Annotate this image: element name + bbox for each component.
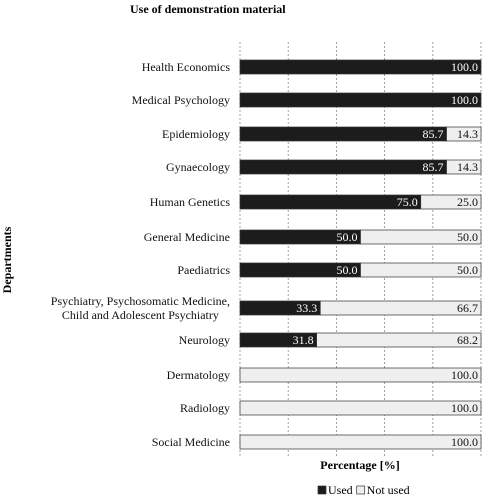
bar-segment bbox=[239, 92, 482, 108]
y-tick-label: Psychiatry, Psychosomatic Medicine, Chil… bbox=[50, 294, 230, 322]
data-label: 100.0 bbox=[451, 401, 478, 415]
data-label: 85.7 bbox=[423, 127, 444, 141]
legend-swatch bbox=[317, 485, 327, 495]
y-tick-label: General Medicine bbox=[143, 230, 230, 244]
bar-segment bbox=[239, 434, 482, 450]
y-tick-label: Radiology bbox=[180, 401, 230, 415]
y-tick-label: Neurology bbox=[178, 333, 230, 347]
data-label: 75.0 bbox=[397, 195, 418, 209]
y-tick-label: Health Economics bbox=[141, 60, 230, 74]
data-label: 100.0 bbox=[451, 435, 478, 449]
data-label: 68.2 bbox=[457, 333, 478, 347]
x-axis-label: Percentage [%] bbox=[320, 458, 399, 472]
legend-label: Used bbox=[328, 483, 353, 497]
chart-title: Use of demonstration material bbox=[130, 2, 286, 16]
bar-segment bbox=[239, 159, 447, 175]
bar-segment bbox=[319, 300, 482, 316]
bar-segment bbox=[446, 159, 482, 175]
bar-segment bbox=[239, 59, 482, 75]
y-tick-label: Dermatology bbox=[166, 368, 230, 382]
data-label: 14.3 bbox=[457, 127, 478, 141]
bar-segment bbox=[316, 332, 482, 348]
data-label: 50.0 bbox=[337, 263, 358, 277]
y-tick-label: Social Medicine bbox=[151, 435, 230, 449]
bar-segment bbox=[239, 126, 447, 142]
bar-segment bbox=[239, 194, 422, 210]
y-tick-label: Medical Psychology bbox=[131, 93, 230, 107]
y-tick-label: Human Genetics bbox=[149, 195, 230, 209]
bar-segment bbox=[360, 262, 482, 278]
bar-segment bbox=[420, 194, 482, 210]
bar-segment bbox=[239, 367, 482, 383]
y-tick-label: Epidemiology bbox=[162, 127, 230, 141]
y-tick-label: Gynaecology bbox=[166, 160, 230, 174]
data-label: 50.0 bbox=[337, 230, 358, 244]
data-label: 50.0 bbox=[457, 263, 478, 277]
data-label: 100.0 bbox=[451, 93, 478, 107]
legend-label: Not used bbox=[367, 483, 410, 497]
data-label: 85.7 bbox=[423, 160, 444, 174]
legend-swatch bbox=[356, 485, 366, 495]
data-label: 66.7 bbox=[457, 301, 478, 315]
data-label: 14.3 bbox=[457, 160, 478, 174]
data-label: 25.0 bbox=[457, 195, 478, 209]
data-label: 100.0 bbox=[451, 60, 478, 74]
data-label: 31.8 bbox=[293, 333, 314, 347]
data-label: 100.0 bbox=[451, 368, 478, 382]
bar-segment bbox=[360, 229, 482, 245]
data-label: 33.3 bbox=[296, 301, 317, 315]
y-axis-label: Departments bbox=[0, 226, 14, 293]
bar-segment bbox=[239, 400, 482, 416]
bar-segment bbox=[446, 126, 482, 142]
data-label: 50.0 bbox=[457, 230, 478, 244]
y-tick-label: Paediatrics bbox=[177, 263, 230, 277]
